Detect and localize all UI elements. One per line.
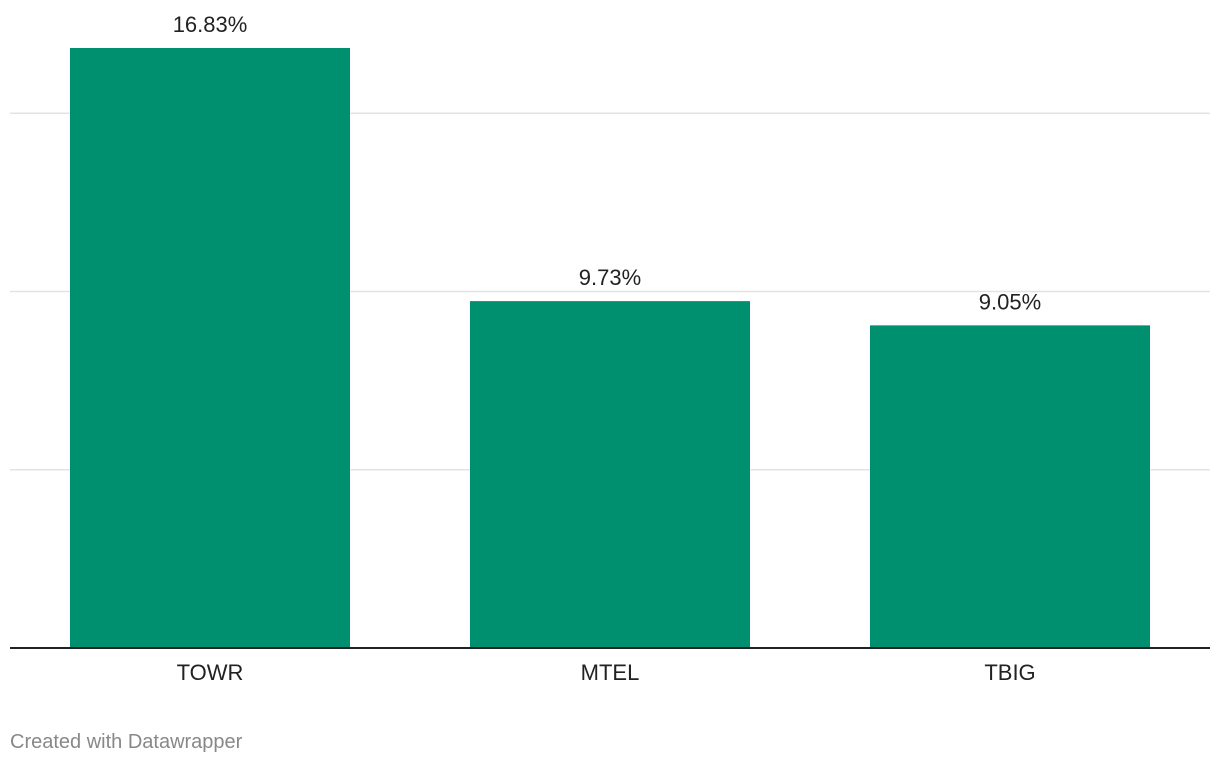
- value-label-tbig: 9.05%: [979, 289, 1041, 314]
- bar-towr: [70, 48, 350, 648]
- category-labels: TOWR MTEL TBIG: [177, 660, 1036, 685]
- value-label-mtel: 9.73%: [579, 265, 641, 290]
- category-label-towr: TOWR: [177, 660, 244, 685]
- bar-tbig: [870, 325, 1150, 648]
- value-label-towr: 16.83%: [173, 12, 248, 37]
- value-labels: 16.83% 9.73% 9.05%: [173, 12, 1042, 314]
- bars: [70, 48, 1150, 648]
- category-label-mtel: MTEL: [581, 660, 640, 685]
- bar-mtel: [470, 301, 750, 648]
- datawrapper-credit-link[interactable]: Created with Datawrapper: [10, 731, 243, 753]
- category-label-tbig: TBIG: [984, 660, 1035, 685]
